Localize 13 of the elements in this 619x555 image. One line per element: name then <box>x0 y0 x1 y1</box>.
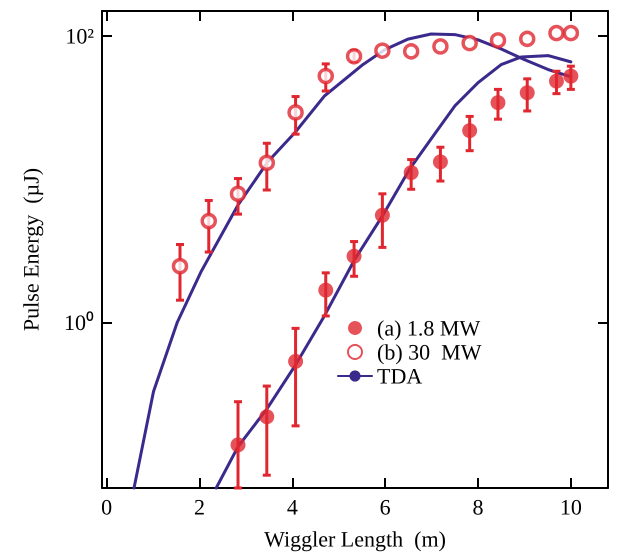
legend-label: (b) 30 MW <box>377 340 482 364</box>
x-tick-label: 4 <box>286 494 298 520</box>
x-tick-label: 10 <box>560 494 582 520</box>
y-tick-label: 10⁰ <box>64 310 94 335</box>
legend-label: (a) 1.8 MW <box>377 316 480 340</box>
legend-label: TDA <box>377 364 422 388</box>
y-axis-title: Pulse Energy (µJ) <box>18 168 44 332</box>
x-tick-label: 2 <box>194 494 205 520</box>
x-tick-label: 6 <box>380 494 391 520</box>
y-tick-label: 10² <box>65 23 94 48</box>
x-axis-title: Wiggler Length (m) <box>264 526 446 552</box>
x-tick-label: 8 <box>472 494 484 520</box>
x-tick-label: 0 <box>101 494 112 520</box>
